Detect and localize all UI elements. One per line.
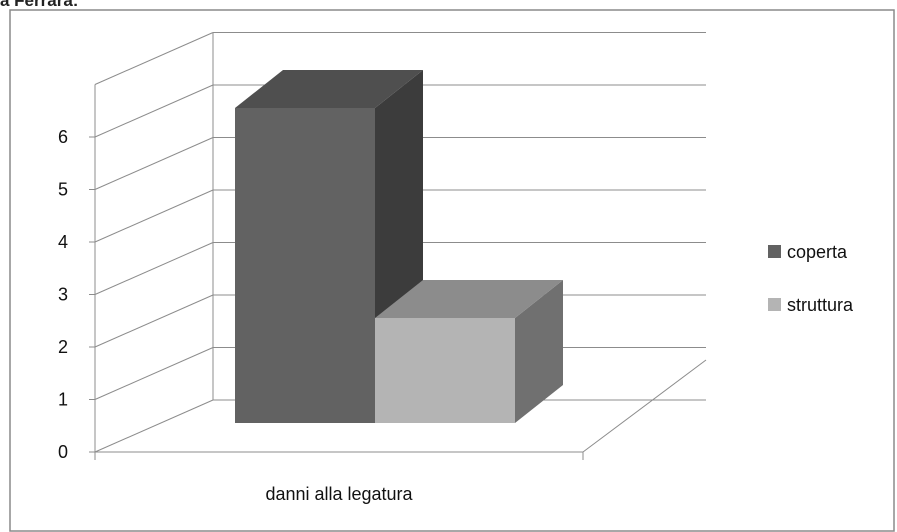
x-category-label: danni alla legatura	[265, 484, 413, 504]
gridline-side	[94, 399, 214, 453]
bar-front-coperta	[235, 108, 375, 423]
bar-front-struttura	[375, 318, 515, 423]
bar-top-struttura	[375, 280, 563, 318]
y-tick-label: 6	[58, 127, 68, 147]
legend-swatch-coperta	[768, 245, 781, 258]
y-tick-label: 4	[58, 232, 68, 252]
gridline-side	[94, 137, 214, 190]
gridline-side	[94, 84, 214, 138]
gridline-side	[94, 189, 214, 243]
y-tick-label: 1	[58, 390, 68, 410]
legend-label-struttura: struttura	[787, 295, 854, 315]
legend: coperta struttura	[768, 242, 854, 315]
gridline-side	[94, 294, 214, 348]
chart-border	[9, 9, 895, 532]
y-tick-label: 3	[58, 285, 68, 305]
axis-labels: 0 1 2 3 4 5 6 danni alla legatura	[58, 127, 414, 504]
gridline-side	[94, 347, 214, 400]
y-tick-label: 2	[58, 337, 68, 357]
bar-side-struttura	[515, 280, 563, 423]
legend-label-coperta: coperta	[787, 242, 848, 262]
legend-swatch-struttura	[768, 298, 781, 311]
bar-top-coperta	[235, 70, 423, 108]
y-tick-label: 5	[58, 180, 68, 200]
y-tick-label: 0	[58, 442, 68, 462]
bar-group	[235, 70, 563, 423]
gridline-side	[94, 242, 214, 295]
cropped-heading-text: a Ferrara:	[0, 0, 79, 10]
floor-right-edge	[582, 359, 707, 453]
wall-top-side	[94, 32, 214, 85]
